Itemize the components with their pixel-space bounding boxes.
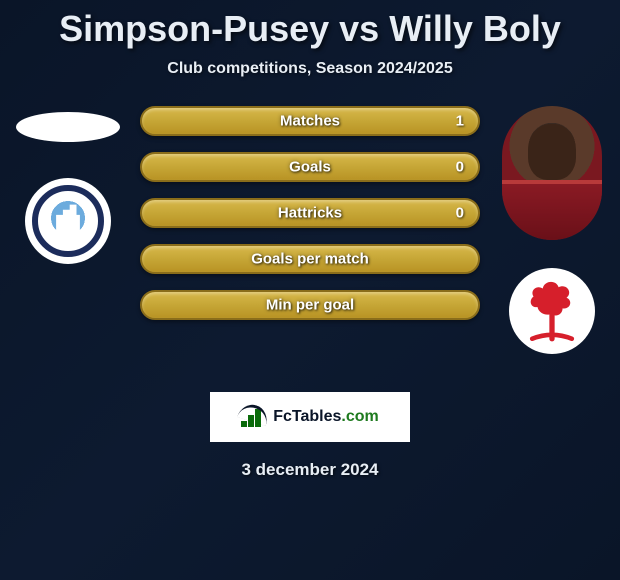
stat-value: 1 — [456, 113, 464, 130]
player-right-photo — [502, 106, 602, 240]
page-subtitle: Club competitions, Season 2024/2025 — [0, 60, 620, 78]
stat-bar-goals: Goals 0 — [140, 152, 480, 182]
stat-bar-matches: Matches 1 — [140, 106, 480, 136]
stat-label: Matches — [280, 113, 340, 130]
manchester-city-crest-icon — [25, 178, 111, 264]
nottingham-forest-crest-icon — [509, 268, 595, 354]
fctables-logo-icon — [241, 407, 267, 427]
brand-right: .com — [341, 408, 378, 425]
page-title: Simpson-Pusey vs Willy Boly — [0, 0, 620, 50]
stat-label: Min per goal — [266, 297, 354, 314]
left-column — [8, 106, 128, 264]
stat-label: Goals — [289, 159, 331, 176]
stat-label: Goals per match — [251, 251, 369, 268]
comparison-stage: Matches 1 Goals 0 Hattricks 0 Goals per … — [0, 106, 620, 366]
brand-mid: Tables — [292, 408, 342, 425]
stat-label: Hattricks — [278, 205, 342, 222]
brand-left: Fc — [273, 408, 292, 425]
stat-bar-hattricks: Hattricks 0 — [140, 198, 480, 228]
stat-bar-goals-per-match: Goals per match — [140, 244, 480, 274]
right-column — [492, 106, 612, 354]
player-left-placeholder — [16, 112, 120, 142]
stat-bars: Matches 1 Goals 0 Hattricks 0 Goals per … — [140, 106, 480, 336]
brand-badge: FcTables.com — [210, 392, 410, 442]
brand-text: FcTables.com — [273, 408, 379, 426]
stat-bar-min-per-goal: Min per goal — [140, 290, 480, 320]
stat-value: 0 — [456, 159, 464, 176]
comparison-date: 3 december 2024 — [0, 460, 620, 480]
stat-value: 0 — [456, 205, 464, 222]
